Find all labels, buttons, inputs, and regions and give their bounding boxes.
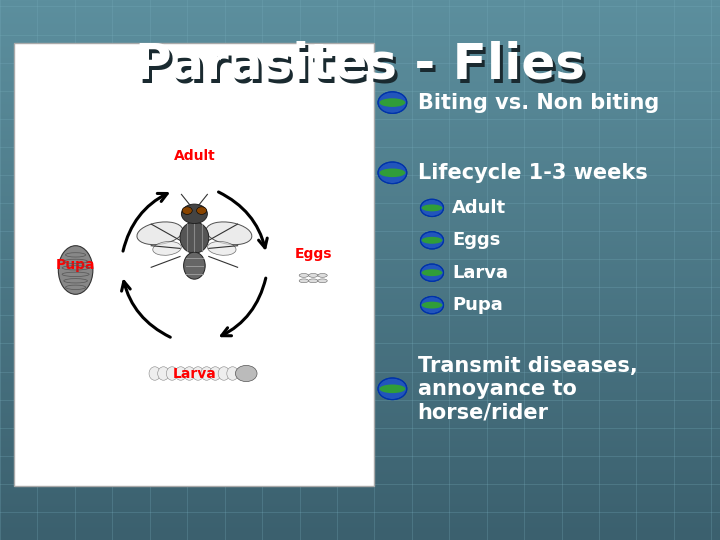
- Ellipse shape: [308, 273, 318, 277]
- Ellipse shape: [149, 367, 161, 380]
- Circle shape: [420, 264, 444, 281]
- Ellipse shape: [207, 241, 236, 255]
- Ellipse shape: [201, 367, 212, 380]
- Ellipse shape: [379, 98, 405, 107]
- Ellipse shape: [184, 252, 205, 279]
- Text: Lifecycle 1-3 weeks: Lifecycle 1-3 weeks: [418, 163, 647, 183]
- Text: Pupa: Pupa: [452, 296, 503, 314]
- Ellipse shape: [300, 279, 308, 283]
- Text: Larva: Larva: [173, 367, 216, 381]
- Circle shape: [197, 207, 207, 214]
- Text: Larva: Larva: [452, 264, 508, 282]
- Ellipse shape: [58, 246, 93, 294]
- Ellipse shape: [379, 168, 405, 177]
- Text: Adult: Adult: [174, 148, 215, 163]
- Ellipse shape: [379, 384, 405, 393]
- Ellipse shape: [300, 273, 308, 277]
- Text: Parasites - Flies: Parasites - Flies: [135, 41, 585, 89]
- Ellipse shape: [184, 367, 195, 380]
- Ellipse shape: [175, 367, 186, 380]
- Ellipse shape: [153, 241, 181, 255]
- FancyBboxPatch shape: [14, 43, 374, 486]
- Circle shape: [378, 92, 407, 113]
- Text: Eggs: Eggs: [452, 231, 500, 249]
- Circle shape: [420, 232, 444, 249]
- Ellipse shape: [422, 205, 442, 211]
- Circle shape: [182, 207, 192, 214]
- Circle shape: [378, 162, 407, 184]
- Text: Eggs: Eggs: [294, 247, 332, 261]
- Circle shape: [378, 378, 407, 400]
- Ellipse shape: [227, 367, 238, 380]
- Ellipse shape: [308, 279, 318, 283]
- Circle shape: [235, 366, 257, 382]
- Ellipse shape: [218, 367, 230, 380]
- Ellipse shape: [422, 302, 442, 308]
- Ellipse shape: [137, 222, 183, 245]
- Ellipse shape: [180, 222, 209, 253]
- Text: Transmit diseases,
annoyance to
horse/rider: Transmit diseases, annoyance to horse/ri…: [418, 356, 637, 422]
- Text: Parasites - Flies: Parasites - Flies: [138, 44, 588, 92]
- Ellipse shape: [192, 367, 204, 380]
- Ellipse shape: [422, 269, 442, 276]
- Text: Adult: Adult: [452, 199, 506, 217]
- Ellipse shape: [158, 367, 169, 380]
- Ellipse shape: [166, 367, 178, 380]
- Text: Biting vs. Non biting: Biting vs. Non biting: [418, 92, 659, 113]
- Ellipse shape: [206, 222, 252, 245]
- Circle shape: [420, 296, 444, 314]
- Ellipse shape: [422, 237, 442, 244]
- Circle shape: [181, 204, 207, 224]
- Ellipse shape: [210, 367, 221, 380]
- Text: Pupa: Pupa: [56, 258, 95, 272]
- Ellipse shape: [318, 273, 327, 277]
- Circle shape: [420, 199, 444, 217]
- Ellipse shape: [318, 279, 327, 283]
